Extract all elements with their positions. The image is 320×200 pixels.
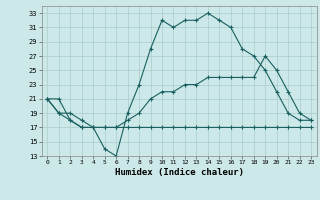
X-axis label: Humidex (Indice chaleur): Humidex (Indice chaleur) (115, 168, 244, 177)
